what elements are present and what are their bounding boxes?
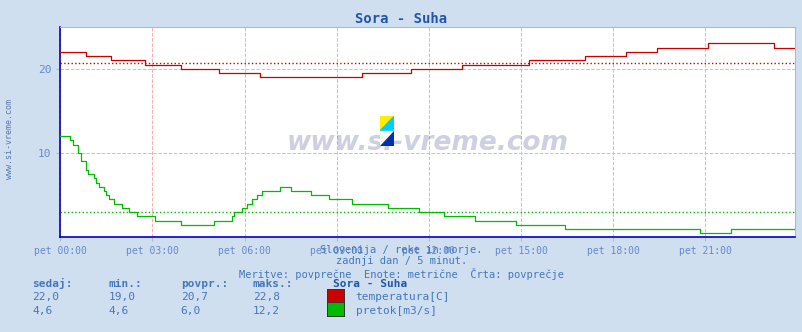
Polygon shape (379, 116, 394, 131)
Polygon shape (379, 131, 394, 146)
Text: temperatura[C]: temperatura[C] (355, 292, 450, 302)
Text: 22,0: 22,0 (32, 292, 59, 302)
Text: 4,6: 4,6 (108, 306, 128, 316)
Text: 19,0: 19,0 (108, 292, 136, 302)
Text: www.si-vreme.com: www.si-vreme.com (5, 100, 14, 179)
Text: pretok[m3/s]: pretok[m3/s] (355, 306, 436, 316)
Text: Meritve: povprečne  Enote: metrične  Črta: povprečje: Meritve: povprečne Enote: metrične Črta:… (239, 268, 563, 280)
Text: www.si-vreme.com: www.si-vreme.com (286, 129, 568, 155)
Text: sedaj:: sedaj: (32, 278, 72, 289)
Polygon shape (379, 131, 394, 146)
Text: Sora - Suha: Sora - Suha (333, 279, 407, 289)
Text: maks.:: maks.: (253, 279, 293, 289)
Text: Sora - Suha: Sora - Suha (355, 12, 447, 26)
Text: 12,2: 12,2 (253, 306, 280, 316)
Polygon shape (379, 116, 394, 131)
Text: Slovenija / reke in morje.: Slovenija / reke in morje. (320, 245, 482, 255)
Text: 4,6: 4,6 (32, 306, 52, 316)
Text: 6,0: 6,0 (180, 306, 200, 316)
Text: 22,8: 22,8 (253, 292, 280, 302)
Text: min.:: min.: (108, 279, 142, 289)
Text: 20,7: 20,7 (180, 292, 208, 302)
Text: povpr.:: povpr.: (180, 279, 228, 289)
Text: zadnji dan / 5 minut.: zadnji dan / 5 minut. (335, 256, 467, 266)
